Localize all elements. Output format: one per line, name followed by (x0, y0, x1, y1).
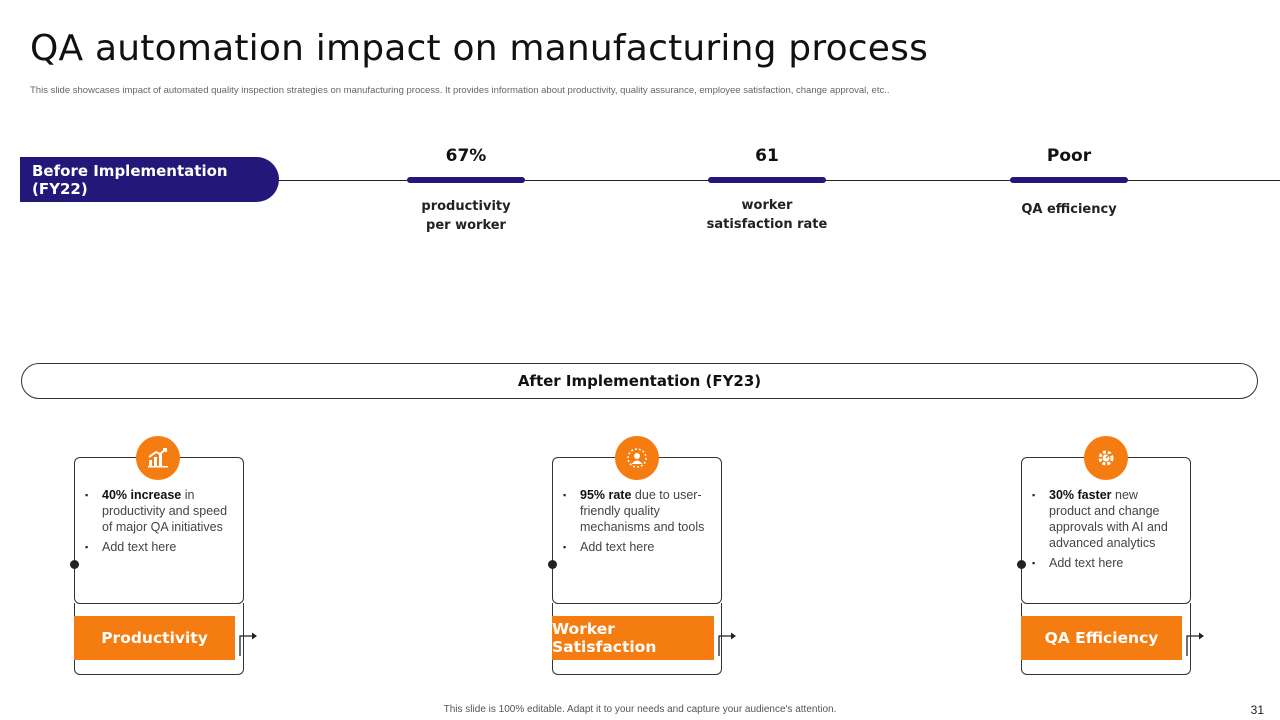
metric-label-line: satisfaction rate (706, 217, 828, 232)
bullet-item: Add text here (1032, 555, 1182, 571)
qa-efficiency-label: QA Efficiency (1021, 616, 1182, 660)
metric-label-line: per worker (426, 218, 506, 233)
card-worker-satisfaction: 95% rate due to user-friendly quality me… (552, 457, 722, 604)
team-satisfaction-icon (615, 436, 659, 480)
metric-label-line: worker (741, 198, 793, 213)
productivity-label: Productivity (74, 616, 235, 660)
gear-efficiency-icon (1084, 436, 1128, 480)
bullet-item: 95% rate due to user-friendly quality me… (563, 487, 713, 535)
metric-worker-satisfaction: 61 worker satisfaction rate (687, 146, 847, 234)
bullet-item: 30% faster new product and change approv… (1032, 487, 1182, 551)
after-implementation-label: After Implementation (FY23) (517, 372, 762, 390)
bullet-highlight: 30% faster (1049, 488, 1112, 502)
metric-value: 67% (445, 146, 487, 166)
bullet-text: Add text here (1049, 556, 1124, 570)
arrow-right-icon (718, 632, 736, 656)
metric-label: productivity per worker (386, 197, 546, 235)
bullet-text: due to user-friendly quality mechanisms … (580, 488, 705, 534)
bullet-item: Add text here (85, 539, 235, 555)
card-bullets: 40% increase in productivity and speed o… (85, 487, 235, 559)
page-title: QA automation impact on manufacturing pr… (30, 28, 929, 69)
arrow-right-icon (1186, 632, 1204, 656)
before-implementation-label: Before Implementation (FY22) (32, 161, 228, 198)
bullet-text: new product and change approvals with AI… (1049, 488, 1168, 550)
before-implementation-pill: Before Implementation (FY22) (20, 157, 279, 202)
page-subtitle: This slide showcases impact of automated… (30, 85, 890, 96)
card-bullets: 95% rate due to user-friendly quality me… (563, 487, 713, 559)
bullet-highlight: 40% increase (102, 488, 182, 502)
page-number: 31 (1250, 703, 1264, 717)
footer-note: This slide is 100% editable. Adapt it to… (443, 704, 837, 715)
metric-label: worker satisfaction rate (687, 196, 847, 234)
metric-value: Poor (1046, 146, 1092, 166)
metric-bar (1010, 177, 1128, 183)
card-qa-efficiency: 30% faster new product and change approv… (1021, 457, 1191, 604)
metric-bar (708, 177, 826, 183)
card-bullets: 30% faster new product and change approv… (1032, 487, 1182, 575)
arrow-right-icon (239, 632, 257, 656)
connector-dot (1017, 560, 1026, 569)
connector-dot (548, 560, 557, 569)
metric-value: 61 (755, 146, 779, 166)
growth-chart-icon (136, 436, 180, 480)
bullet-text: Add text here (102, 540, 177, 554)
card-productivity: 40% increase in productivity and speed o… (74, 457, 244, 604)
connector-dot (70, 560, 79, 569)
metric-productivity: 67% productivity per worker (386, 146, 546, 235)
after-implementation-bar: After Implementation (FY23) (21, 363, 1258, 399)
bullet-item: 40% increase in productivity and speed o… (85, 487, 235, 535)
bullet-item: Add text here (563, 539, 713, 555)
metric-label-line: QA efficiency (1021, 202, 1117, 217)
bullet-text: Add text here (580, 540, 655, 554)
bullet-text: in productivity and speed of major QA in… (102, 488, 228, 534)
metric-qa-efficiency: Poor QA efficiency (989, 146, 1149, 219)
bullet-highlight: 95% rate (580, 488, 632, 502)
metric-bar (407, 177, 525, 183)
worker-satisfaction-label: Worker Satisfaction (552, 616, 714, 660)
metric-label: QA efficiency (989, 200, 1149, 219)
metric-label-line: productivity (421, 199, 511, 214)
